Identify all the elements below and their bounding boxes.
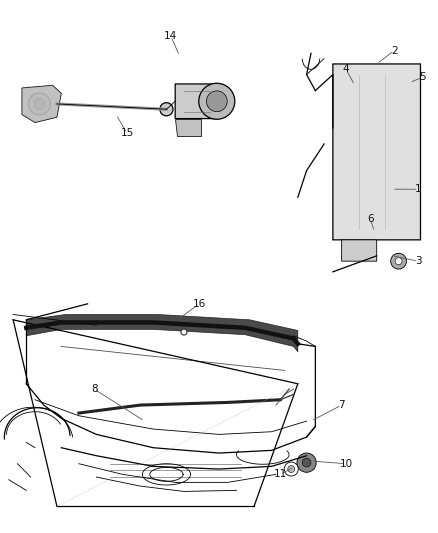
Text: 10: 10 xyxy=(339,459,353,469)
Circle shape xyxy=(284,462,298,476)
Circle shape xyxy=(302,458,311,467)
Circle shape xyxy=(288,465,295,473)
Text: 3: 3 xyxy=(415,256,422,266)
FancyBboxPatch shape xyxy=(333,64,420,240)
Text: 15: 15 xyxy=(120,128,134,138)
Text: 11: 11 xyxy=(274,470,287,479)
Text: 4: 4 xyxy=(343,64,350,74)
Text: 8: 8 xyxy=(91,384,98,394)
Text: 1: 1 xyxy=(415,184,422,194)
Text: 5: 5 xyxy=(419,72,426,82)
FancyBboxPatch shape xyxy=(342,240,377,261)
FancyBboxPatch shape xyxy=(175,84,219,119)
Polygon shape xyxy=(175,118,201,136)
Circle shape xyxy=(34,99,45,109)
Circle shape xyxy=(199,83,235,119)
Text: 2: 2 xyxy=(391,46,398,55)
Polygon shape xyxy=(26,314,298,352)
Circle shape xyxy=(160,103,173,116)
Circle shape xyxy=(395,257,402,265)
Circle shape xyxy=(181,329,187,335)
Circle shape xyxy=(28,93,50,115)
Text: 7: 7 xyxy=(338,400,345,410)
Text: 6: 6 xyxy=(367,214,374,223)
Circle shape xyxy=(391,253,406,269)
Circle shape xyxy=(297,453,316,472)
Text: 16: 16 xyxy=(193,299,206,309)
Polygon shape xyxy=(22,85,61,123)
Circle shape xyxy=(206,91,227,112)
Text: 14: 14 xyxy=(164,31,177,41)
